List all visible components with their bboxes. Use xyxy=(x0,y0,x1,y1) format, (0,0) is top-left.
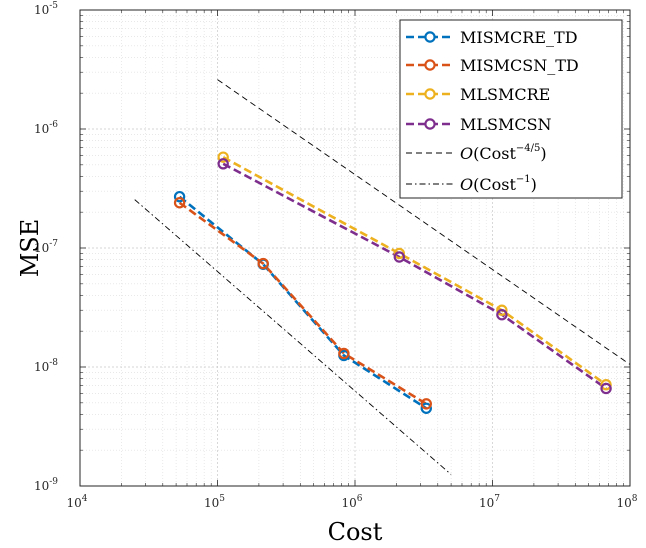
legend-box xyxy=(399,19,623,199)
legend-swatch-marker xyxy=(424,59,436,71)
y-axis-label: MSE xyxy=(16,219,44,278)
x-tick-label: 107 xyxy=(479,494,500,510)
legend-swatch-marker xyxy=(424,118,436,130)
x-tick-label: 106 xyxy=(341,494,362,510)
legend-swatch-marker xyxy=(424,31,436,43)
series-lines xyxy=(178,156,607,410)
series-line xyxy=(178,195,428,410)
data-point xyxy=(420,402,432,414)
legend-swatch-marker xyxy=(424,88,436,100)
series-line xyxy=(178,201,427,406)
y-tick-label: 10-6 xyxy=(34,120,58,136)
axis-ticks xyxy=(79,9,631,487)
reference-lines xyxy=(134,79,631,475)
x-tick-label: 108 xyxy=(616,494,637,510)
series-line xyxy=(222,156,607,386)
data-point xyxy=(257,257,269,270)
data-point xyxy=(393,251,406,263)
data-point xyxy=(173,190,186,203)
data-point xyxy=(393,247,406,260)
tick-labels: 104 105 106 107 108 10-9 10-8 10-7 10-6 10-5 xyxy=(34,1,638,510)
legend: MISMCRE_TD MISMCSN_TD MLSMCRE MLSMCSN O(Cost… xyxy=(399,19,623,199)
data-point xyxy=(217,158,229,170)
data-point xyxy=(496,309,508,321)
x-tick-label: 104 xyxy=(66,494,87,510)
data-point xyxy=(496,304,508,316)
legend-label: O(Cost−4/5) xyxy=(460,143,547,163)
y-tick-label: 10-7 xyxy=(34,239,58,255)
y-tick-label: 10-8 xyxy=(34,358,58,374)
data-point xyxy=(173,197,186,209)
legend-label: MISMCRE_TD xyxy=(460,28,578,47)
legend-label: MLSMCSN xyxy=(460,115,552,134)
legend-label: O(Cost−1) xyxy=(460,174,537,194)
x-tick-label: 105 xyxy=(204,494,225,510)
legend-label: MLSMCRE xyxy=(460,85,550,104)
series-markers xyxy=(173,151,612,414)
data-point xyxy=(600,379,612,391)
legend-label: MISMCSN_TD xyxy=(460,56,579,75)
x-axis-label: Cost xyxy=(328,518,383,546)
reference-line xyxy=(134,199,452,475)
data-point xyxy=(420,398,432,410)
data-point xyxy=(217,151,229,163)
reference-line xyxy=(217,79,631,365)
series-line xyxy=(222,162,607,390)
data-point xyxy=(338,347,350,360)
y-tick-label: 10-9 xyxy=(34,477,58,493)
data-point xyxy=(600,382,612,395)
y-tick-label: 10-5 xyxy=(34,1,58,17)
